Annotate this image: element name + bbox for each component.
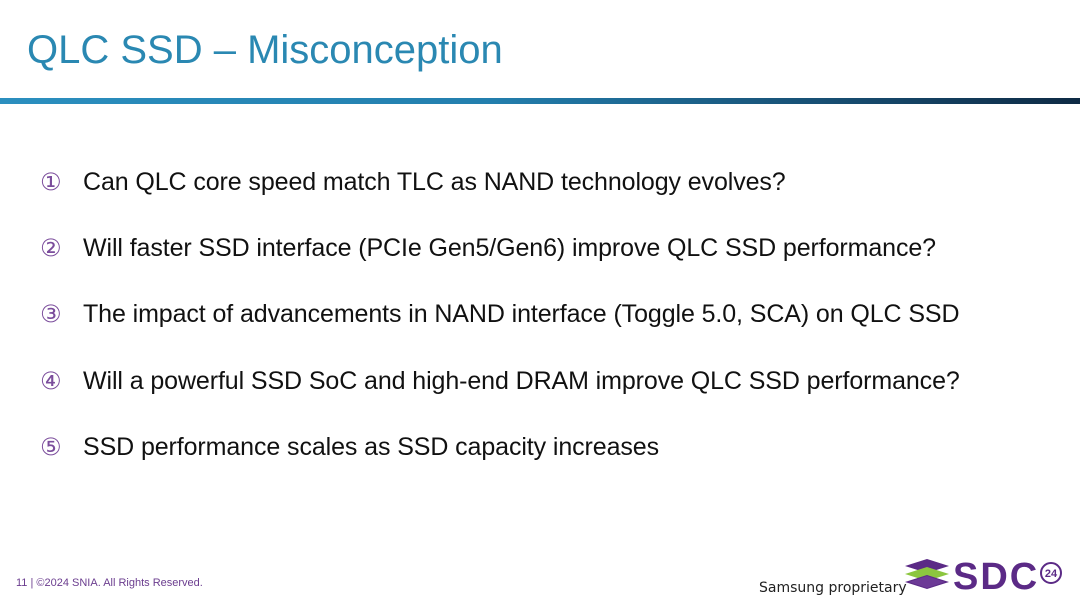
list-item: ③ The impact of advancements in NAND int… xyxy=(40,292,960,336)
logo-year: 24 xyxy=(1045,568,1058,580)
list-item: ① Can QLC core speed match TLC as NAND t… xyxy=(40,160,786,204)
circled-number-icon: ① xyxy=(40,168,62,196)
list-item: ② Will faster SSD interface (PCIe Gen5/G… xyxy=(40,226,936,270)
list-item-text: Will a powerful SSD SoC and high-end DRA… xyxy=(83,366,960,395)
circled-number-icon: ④ xyxy=(40,367,62,395)
sdc-logo: SDC 24 xyxy=(905,556,1062,596)
list-item: ⑤ SSD performance scales as SSD capacity… xyxy=(40,425,659,469)
logo-badge xyxy=(1040,562,1062,584)
proprietary-label: Samsung proprietary xyxy=(759,580,907,596)
circled-number-icon: ③ xyxy=(40,300,62,328)
circled-number-icon: ② xyxy=(40,234,62,262)
title-divider xyxy=(0,98,1080,104)
list-item: ④ Will a powerful SSD SoC and high-end D… xyxy=(40,359,960,403)
logo-text: SDC xyxy=(953,556,1039,596)
list-item-text: The impact of advancements in NAND inter… xyxy=(83,299,960,328)
copyright-text: 11 | ©2024 SNIA. All Rights Reserved. xyxy=(16,577,203,589)
circled-number-icon: ⑤ xyxy=(40,433,62,461)
layers-icon xyxy=(905,559,949,589)
list-item-text: SSD performance scales as SSD capacity i… xyxy=(83,432,659,461)
list-item-text: Will faster SSD interface (PCIe Gen5/Gen… xyxy=(83,233,936,262)
list-item-text: Can QLC core speed match TLC as NAND tec… xyxy=(83,167,786,196)
slide-title: QLC SSD – Misconception xyxy=(27,28,503,72)
